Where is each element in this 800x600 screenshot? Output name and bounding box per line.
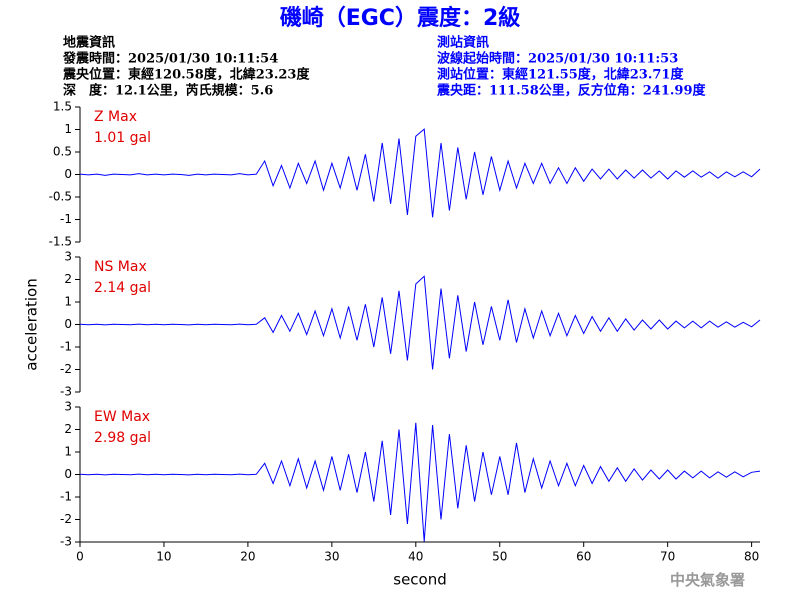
- y-tick-label: -2: [60, 512, 72, 526]
- x-axis-label: second: [393, 571, 447, 589]
- y-tick-label: -3: [60, 385, 72, 399]
- waveform: [79, 128, 761, 218]
- station-info: 測站資訊: [437, 35, 489, 51]
- y-tick-label: 0: [64, 467, 72, 481]
- y-tick-label: -1.5: [49, 235, 72, 249]
- max-annotation: 1.01 gal: [94, 130, 151, 146]
- max-annotation: EW Max: [94, 409, 150, 425]
- title: 磯崎（EGC）震度：2級: [280, 5, 521, 31]
- y-tick-label: 1: [64, 295, 72, 309]
- y-tick-label: 0: [64, 317, 72, 331]
- y-tick-label: -3: [60, 535, 72, 549]
- station-info: 震央距：111.58公里，反方位角：241.99度: [436, 83, 707, 99]
- x-tick-label: 70: [660, 550, 675, 564]
- max-annotation: NS Max: [94, 259, 147, 275]
- y-tick-label: -2: [60, 362, 72, 376]
- x-tick-label: 80: [744, 550, 759, 564]
- event-info: 發震時間：2025/01/30 10:11:54: [62, 51, 278, 67]
- x-tick-label: 30: [324, 550, 339, 564]
- y-tick-label: 2: [64, 422, 72, 436]
- y-tick-label: 0.5: [53, 145, 72, 159]
- x-tick-label: 40: [408, 550, 423, 564]
- y-tick-label: 0: [64, 167, 72, 181]
- y-tick-label: -1: [60, 490, 72, 504]
- y-tick-label: 2: [64, 272, 72, 286]
- x-tick-label: 10: [156, 550, 171, 564]
- station-info: 測站位置：東經121.55度，北緯23.71度: [437, 67, 684, 83]
- y-tick-label: -1: [60, 340, 72, 354]
- max-annotation: 2.14 gal: [94, 280, 151, 296]
- max-annotation: Z Max: [94, 109, 137, 125]
- x-tick-label: 60: [576, 550, 591, 564]
- x-tick-label: 0: [76, 550, 84, 564]
- y-tick-label: 1.5: [53, 100, 72, 114]
- event-info: 地震資訊: [63, 35, 115, 51]
- max-annotation: 2.98 gal: [94, 430, 151, 446]
- y-axis-label: acceleration: [23, 278, 41, 370]
- x-tick-label: 20: [240, 550, 255, 564]
- footer: 中央氣象署: [670, 571, 745, 589]
- y-tick-label: -0.5: [49, 190, 72, 204]
- y-tick-label: 1: [64, 122, 72, 136]
- event-info: 深 度：12.1公里，芮氏規模：5.6: [63, 83, 273, 99]
- y-tick-label: 3: [64, 400, 72, 414]
- station-info: 波線起始時間：2025/01/30 10:11:53: [437, 51, 678, 67]
- x-tick-label: 50: [492, 550, 507, 564]
- waveform: [79, 275, 761, 370]
- y-tick-label: 3: [64, 250, 72, 264]
- y-tick-label: -1: [60, 212, 72, 226]
- event-info: 震央位置：東經120.58度，北緯23.23度: [62, 67, 310, 83]
- y-tick-label: 1: [64, 445, 72, 459]
- waveform: [79, 422, 761, 542]
